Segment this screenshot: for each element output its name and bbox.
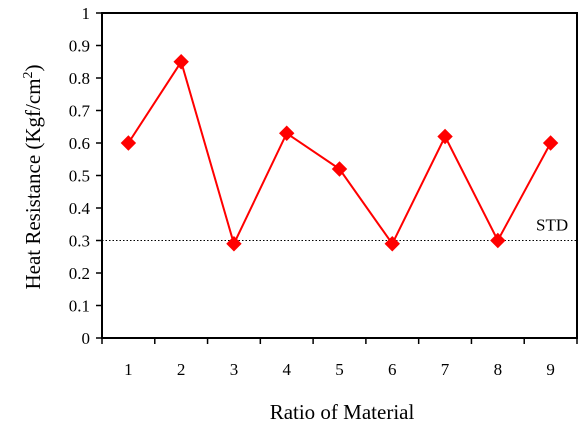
y-tick-label: 0.2 xyxy=(69,264,90,283)
y-tick-label: 0.5 xyxy=(69,167,90,186)
data-point-marker xyxy=(120,135,137,151)
x-tick-label: 4 xyxy=(282,360,291,379)
x-axis-title: Ratio of Material xyxy=(270,400,415,424)
axes xyxy=(96,12,578,344)
y-tick-label: 0.1 xyxy=(69,297,90,316)
x-tick-label: 5 xyxy=(335,360,344,379)
x-tick-label: 2 xyxy=(177,360,186,379)
data-point-marker xyxy=(437,128,453,145)
y-tick-label: 0.7 xyxy=(69,102,91,121)
y-tick-label: 1 xyxy=(82,4,91,23)
std-reference-label: STD xyxy=(536,216,568,235)
series-line xyxy=(127,59,552,247)
y-tick-label: 0.3 xyxy=(69,232,90,251)
data-point-marker xyxy=(226,236,242,252)
y-tick-label: 0.6 xyxy=(69,134,90,153)
x-tick-label: 8 xyxy=(494,360,503,379)
y-tick-label: 0.4 xyxy=(69,199,91,218)
data-point-marker xyxy=(173,54,189,70)
y-tick-label: 0 xyxy=(82,329,91,348)
y-tick-label: 0.9 xyxy=(69,37,90,56)
y-axis-title: Heat Resistance (Kgf/cm2) xyxy=(21,64,45,289)
data-point-marker xyxy=(384,236,400,252)
x-tick-label: 9 xyxy=(546,360,555,379)
data-point-marker xyxy=(331,161,348,177)
y-axis-title-main: Heat Resistance (Kgf/cm xyxy=(21,78,45,289)
x-tick-label: 7 xyxy=(441,360,450,379)
tick-labels: 0 0.1 0.2 0.3 0.4 0.5 0.6 0.7 0.8 0.9 1 1 2 3 4 5 6 7 8 9 xyxy=(69,4,555,379)
y-tick-label: 0.8 xyxy=(69,69,90,88)
x-tick-label: 1 xyxy=(124,360,133,379)
y-axis-title-close: ) xyxy=(21,64,45,71)
data-point-marker xyxy=(542,135,559,151)
reference-line-group: STD xyxy=(102,216,577,241)
y-axis-title-sup: 2 xyxy=(21,71,36,78)
data-point-marker xyxy=(490,232,506,249)
x-tick-label: 3 xyxy=(230,360,239,379)
series-group xyxy=(120,54,559,252)
data-point-marker xyxy=(279,125,295,141)
x-tick-label: 6 xyxy=(388,360,397,379)
